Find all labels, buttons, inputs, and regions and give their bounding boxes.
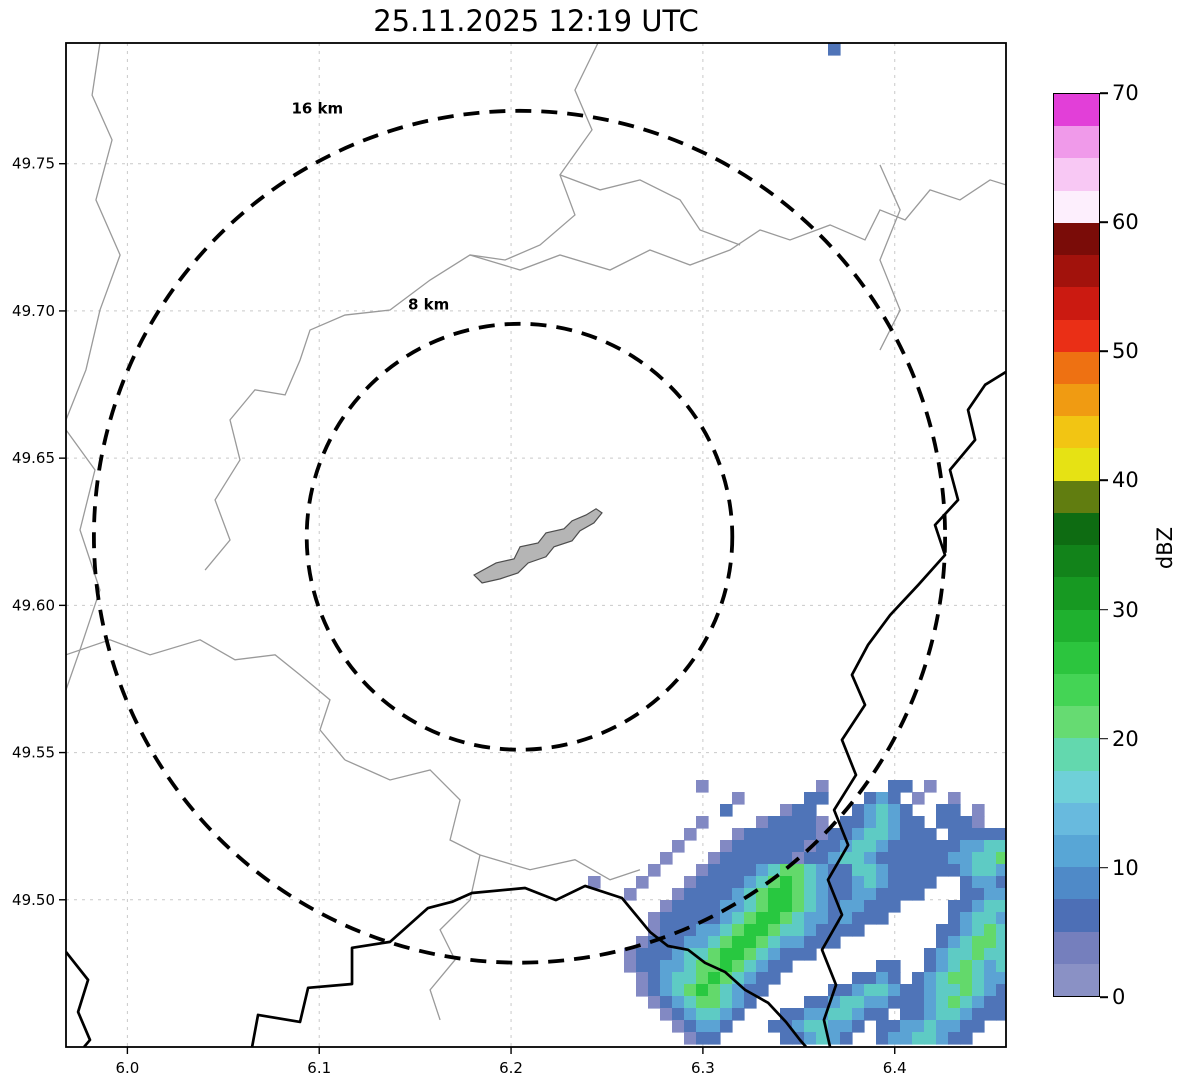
range-ring-label: 16 km	[291, 100, 343, 118]
plot-title: 25.11.2025 12:19 UTC	[373, 4, 699, 38]
x-tick-label: 6.4	[883, 1059, 907, 1077]
range-ring-label: 8 km	[408, 295, 449, 313]
x-tick-label: 6.0	[115, 1059, 139, 1077]
admin-boundary-lines	[66, 43, 1006, 1021]
y-tick-label: 49.50	[12, 891, 55, 909]
plot-border	[65, 42, 1007, 1048]
y-tick-label: 49.55	[12, 744, 55, 762]
range-rings: 8 km 16 km	[92, 100, 947, 965]
range-ring-8km	[304, 321, 735, 752]
x-tick-label: 6.2	[499, 1059, 523, 1077]
y-tick-label: 49.70	[12, 302, 55, 320]
axis-ticks: 6.0 6.1 6.2 6.3 6.4 49.50 49.55 49.60 49.65 49.70…	[12, 155, 907, 1077]
radar-echoes	[588, 43, 1006, 1045]
y-tick-label: 49.75	[12, 155, 55, 173]
country-border-lines	[66, 370, 1006, 1047]
y-tick-label: 49.60	[12, 596, 55, 614]
x-tick-label: 6.1	[307, 1059, 331, 1077]
y-tick-label: 49.65	[12, 449, 55, 467]
range-ring-16km	[92, 108, 947, 965]
x-tick-label: 6.3	[691, 1059, 715, 1077]
airport-outline	[473, 508, 603, 584]
